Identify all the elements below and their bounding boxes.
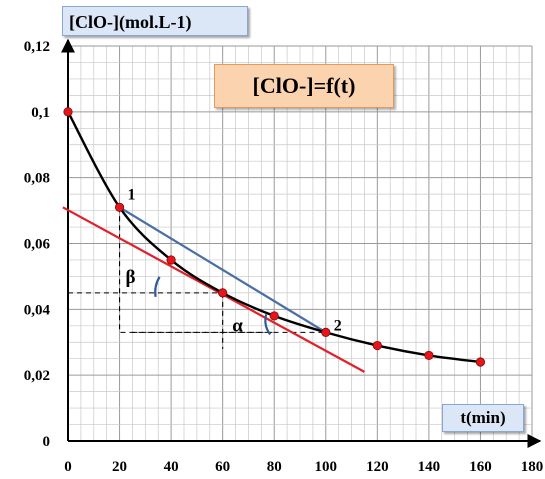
data-point xyxy=(321,327,331,337)
x-tick-label: 160 xyxy=(469,459,492,475)
dashed-guides xyxy=(68,207,326,349)
annotation-label: 1 xyxy=(128,186,136,203)
angle-arcs xyxy=(154,276,272,336)
y-tick-label: 0,1 xyxy=(31,105,50,121)
beta-arc xyxy=(154,276,161,298)
x-tick-label: 60 xyxy=(215,459,230,475)
data-point xyxy=(424,350,434,361)
chart-title: [ClO-]=f(t) xyxy=(214,64,394,108)
alpha-arc xyxy=(264,314,272,336)
y-tick-label: 0 xyxy=(43,434,51,450)
x-tick-label: 100 xyxy=(315,459,338,475)
data-point xyxy=(166,255,176,265)
data-point xyxy=(372,340,382,351)
tick-labels: 0 20 40 60 80 100 120 140 160 180 0 0,02 0,04 0,06 0,0… xyxy=(24,39,544,475)
data-point xyxy=(269,311,279,321)
data-point xyxy=(218,288,228,298)
data-point xyxy=(63,107,73,117)
annotation-label: β xyxy=(126,267,136,288)
secant-line xyxy=(118,206,327,334)
lines xyxy=(62,206,365,373)
x-tick-label: 120 xyxy=(366,459,389,475)
annotation-label: 2 xyxy=(334,317,342,334)
y-tick-label: 0,12 xyxy=(24,39,50,55)
x-tick-label: 40 xyxy=(164,459,179,475)
data-point xyxy=(114,202,125,212)
axes xyxy=(61,38,542,448)
y-tick-label: 0,02 xyxy=(24,368,50,384)
x-tick-label: 20 xyxy=(112,459,127,475)
x-tick-label: 80 xyxy=(267,459,282,475)
data-point xyxy=(475,357,486,367)
x-tick-label: 180 xyxy=(521,459,544,475)
x-tick-label: 0 xyxy=(64,459,72,475)
dashed-guide xyxy=(119,207,326,333)
y-tick-label: 0,08 xyxy=(24,171,50,187)
y-tick-label: 0,04 xyxy=(24,302,51,318)
x-axis-label: t(min) xyxy=(442,404,524,432)
tangent-line xyxy=(62,206,365,373)
y-tick-label: 0,06 xyxy=(24,237,51,253)
annotation-label: α xyxy=(232,315,243,336)
y-axis-label: [ClO-](mol.L-1) xyxy=(62,6,248,36)
x-tick-label: 140 xyxy=(418,459,441,475)
annotations: 1 2 β α xyxy=(126,186,342,336)
data-points xyxy=(63,107,486,367)
